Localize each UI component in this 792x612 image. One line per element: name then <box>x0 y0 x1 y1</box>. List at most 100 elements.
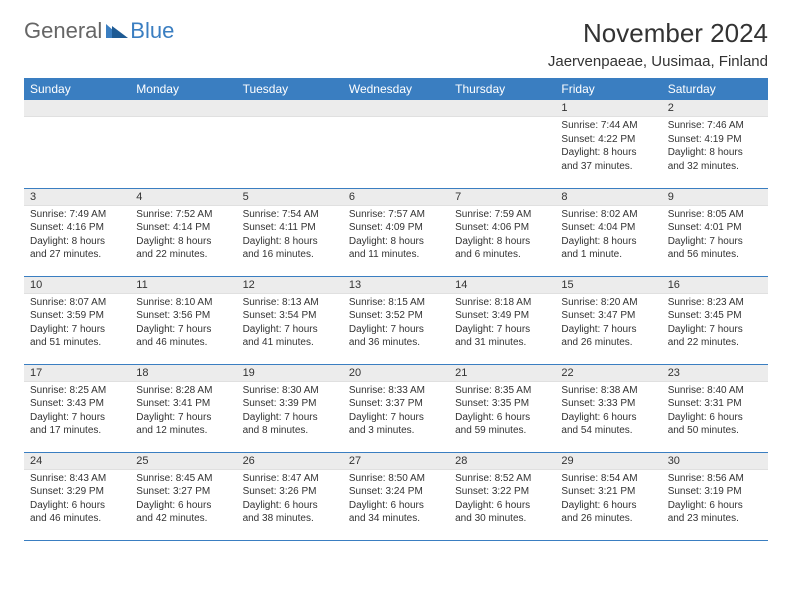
day-number: 21 <box>449 365 555 382</box>
day-content: Sunrise: 8:28 AMSunset: 3:41 PMDaylight:… <box>130 382 236 442</box>
day-number: 18 <box>130 365 236 382</box>
day-number <box>24 100 130 117</box>
sunrise-line: Sunrise: 7:44 AM <box>561 119 655 133</box>
sunset-line: Sunset: 4:16 PM <box>30 221 124 235</box>
daylight-line: Daylight: 6 hours and 42 minutes. <box>136 499 230 526</box>
sunrise-line: Sunrise: 8:10 AM <box>136 296 230 310</box>
calendar-day-cell: 10Sunrise: 8:07 AMSunset: 3:59 PMDayligh… <box>24 276 130 364</box>
day-content: Sunrise: 7:49 AMSunset: 4:16 PMDaylight:… <box>24 206 130 266</box>
calendar-day-cell <box>343 100 449 188</box>
calendar-day-cell <box>130 100 236 188</box>
daylight-line: Daylight: 7 hours and 3 minutes. <box>349 411 443 438</box>
sunset-line: Sunset: 4:14 PM <box>136 221 230 235</box>
daylight-line: Daylight: 6 hours and 23 minutes. <box>668 499 762 526</box>
day-content: Sunrise: 8:30 AMSunset: 3:39 PMDaylight:… <box>237 382 343 442</box>
daylight-line: Daylight: 6 hours and 46 minutes. <box>30 499 124 526</box>
day-number: 24 <box>24 453 130 470</box>
sunset-line: Sunset: 4:09 PM <box>349 221 443 235</box>
calendar-day-cell: 7Sunrise: 7:59 AMSunset: 4:06 PMDaylight… <box>449 188 555 276</box>
daylight-line: Daylight: 7 hours and 12 minutes. <box>136 411 230 438</box>
sunset-line: Sunset: 3:24 PM <box>349 485 443 499</box>
day-content: Sunrise: 8:07 AMSunset: 3:59 PMDaylight:… <box>24 294 130 354</box>
calendar-day-cell: 3Sunrise: 7:49 AMSunset: 4:16 PMDaylight… <box>24 188 130 276</box>
day-content: Sunrise: 8:56 AMSunset: 3:19 PMDaylight:… <box>662 470 768 530</box>
sunset-line: Sunset: 3:56 PM <box>136 309 230 323</box>
calendar-day-cell: 17Sunrise: 8:25 AMSunset: 3:43 PMDayligh… <box>24 364 130 452</box>
calendar-day-cell: 9Sunrise: 8:05 AMSunset: 4:01 PMDaylight… <box>662 188 768 276</box>
sunrise-line: Sunrise: 8:25 AM <box>30 384 124 398</box>
calendar-week-row: 17Sunrise: 8:25 AMSunset: 3:43 PMDayligh… <box>24 364 768 452</box>
calendar-day-cell: 22Sunrise: 8:38 AMSunset: 3:33 PMDayligh… <box>555 364 661 452</box>
day-content: Sunrise: 8:45 AMSunset: 3:27 PMDaylight:… <box>130 470 236 530</box>
calendar-day-cell: 26Sunrise: 8:47 AMSunset: 3:26 PMDayligh… <box>237 452 343 540</box>
sunset-line: Sunset: 3:19 PM <box>668 485 762 499</box>
day-number: 28 <box>449 453 555 470</box>
day-number <box>130 100 236 117</box>
logo-triangle-icon <box>106 22 128 41</box>
daylight-line: Daylight: 7 hours and 56 minutes. <box>668 235 762 262</box>
day-number: 20 <box>343 365 449 382</box>
sunset-line: Sunset: 4:22 PM <box>561 133 655 147</box>
sunrise-line: Sunrise: 8:45 AM <box>136 472 230 486</box>
day-number: 6 <box>343 189 449 206</box>
day-content: Sunrise: 8:43 AMSunset: 3:29 PMDaylight:… <box>24 470 130 530</box>
daylight-line: Daylight: 6 hours and 50 minutes. <box>668 411 762 438</box>
day-number: 9 <box>662 189 768 206</box>
sunset-line: Sunset: 4:11 PM <box>243 221 337 235</box>
day-number <box>237 100 343 117</box>
day-number: 29 <box>555 453 661 470</box>
calendar-day-cell: 20Sunrise: 8:33 AMSunset: 3:37 PMDayligh… <box>343 364 449 452</box>
day-number: 27 <box>343 453 449 470</box>
day-number: 12 <box>237 277 343 294</box>
calendar-day-cell: 13Sunrise: 8:15 AMSunset: 3:52 PMDayligh… <box>343 276 449 364</box>
calendar-day-cell: 19Sunrise: 8:30 AMSunset: 3:39 PMDayligh… <box>237 364 343 452</box>
calendar-day-cell <box>24 100 130 188</box>
day-content: Sunrise: 8:47 AMSunset: 3:26 PMDaylight:… <box>237 470 343 530</box>
sunrise-line: Sunrise: 8:50 AM <box>349 472 443 486</box>
daylight-line: Daylight: 8 hours and 1 minute. <box>561 235 655 262</box>
day-number: 16 <box>662 277 768 294</box>
sunrise-line: Sunrise: 8:38 AM <box>561 384 655 398</box>
sunset-line: Sunset: 3:39 PM <box>243 397 337 411</box>
day-number: 14 <box>449 277 555 294</box>
calendar-day-cell: 18Sunrise: 8:28 AMSunset: 3:41 PMDayligh… <box>130 364 236 452</box>
sunset-line: Sunset: 3:59 PM <box>30 309 124 323</box>
day-content: Sunrise: 8:15 AMSunset: 3:52 PMDaylight:… <box>343 294 449 354</box>
calendar-day-cell: 11Sunrise: 8:10 AMSunset: 3:56 PMDayligh… <box>130 276 236 364</box>
sunset-line: Sunset: 3:49 PM <box>455 309 549 323</box>
day-content: Sunrise: 8:54 AMSunset: 3:21 PMDaylight:… <box>555 470 661 530</box>
logo-text-general: General <box>24 18 102 44</box>
weekday-header: Tuesday <box>237 78 343 100</box>
day-content: Sunrise: 8:05 AMSunset: 4:01 PMDaylight:… <box>662 206 768 266</box>
day-number: 10 <box>24 277 130 294</box>
sunset-line: Sunset: 3:21 PM <box>561 485 655 499</box>
calendar-week-row: 24Sunrise: 8:43 AMSunset: 3:29 PMDayligh… <box>24 452 768 540</box>
day-number: 23 <box>662 365 768 382</box>
daylight-line: Daylight: 6 hours and 30 minutes. <box>455 499 549 526</box>
day-number: 3 <box>24 189 130 206</box>
day-number: 15 <box>555 277 661 294</box>
sunset-line: Sunset: 4:19 PM <box>668 133 762 147</box>
calendar-day-cell: 23Sunrise: 8:40 AMSunset: 3:31 PMDayligh… <box>662 364 768 452</box>
sunset-line: Sunset: 4:01 PM <box>668 221 762 235</box>
day-content: Sunrise: 8:10 AMSunset: 3:56 PMDaylight:… <box>130 294 236 354</box>
calendar-day-cell: 12Sunrise: 8:13 AMSunset: 3:54 PMDayligh… <box>237 276 343 364</box>
sunset-line: Sunset: 3:27 PM <box>136 485 230 499</box>
sunrise-line: Sunrise: 7:52 AM <box>136 208 230 222</box>
sunrise-line: Sunrise: 8:15 AM <box>349 296 443 310</box>
sunrise-line: Sunrise: 8:52 AM <box>455 472 549 486</box>
weekday-header: Sunday <box>24 78 130 100</box>
day-number: 30 <box>662 453 768 470</box>
sunrise-line: Sunrise: 8:43 AM <box>30 472 124 486</box>
day-number: 5 <box>237 189 343 206</box>
daylight-line: Daylight: 6 hours and 34 minutes. <box>349 499 443 526</box>
logo-text-blue: Blue <box>130 18 174 44</box>
daylight-line: Daylight: 7 hours and 26 minutes. <box>561 323 655 350</box>
weekday-header: Monday <box>130 78 236 100</box>
daylight-line: Daylight: 8 hours and 11 minutes. <box>349 235 443 262</box>
day-content: Sunrise: 7:46 AMSunset: 4:19 PMDaylight:… <box>662 117 768 177</box>
day-number: 25 <box>130 453 236 470</box>
calendar-day-cell: 6Sunrise: 7:57 AMSunset: 4:09 PMDaylight… <box>343 188 449 276</box>
day-content: Sunrise: 8:23 AMSunset: 3:45 PMDaylight:… <box>662 294 768 354</box>
daylight-line: Daylight: 8 hours and 32 minutes. <box>668 146 762 173</box>
